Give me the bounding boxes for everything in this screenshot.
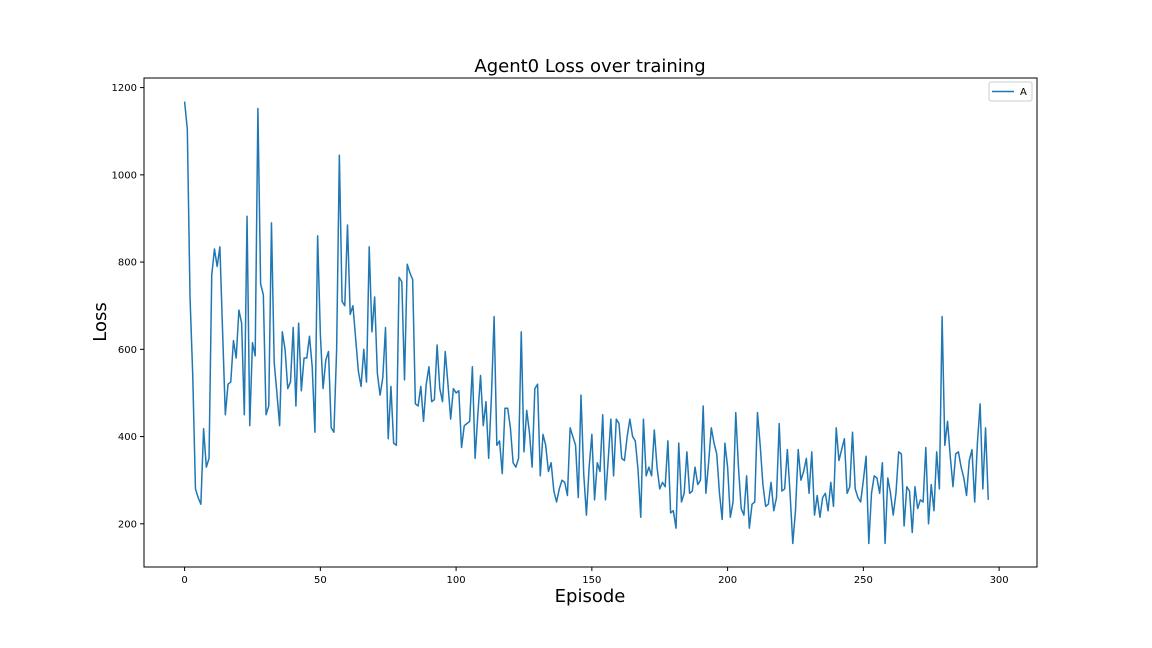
y-axis: 200 400 600 800 1000 1200 [112,83,144,530]
y-tick-label: 600 [118,345,137,356]
y-tick-label: 800 [118,258,137,269]
series-layer [183,101,990,545]
chart-title: Agent0 Loss over training [474,56,705,77]
x-axis: 0 50 100 150 200 250 300 [181,567,1009,586]
x-axis-label: Episode [555,586,626,607]
axes-frame [143,77,1038,568]
legend: A [988,81,1033,102]
y-tick-label: 1200 [112,83,137,94]
y-axis-label: Loss [90,302,111,341]
x-tick-label: 50 [314,575,327,586]
x-tick-label: 150 [582,575,601,586]
series-line-a [183,101,990,545]
legend-label-a: A [1020,87,1027,98]
x-tick-label: 250 [854,575,873,586]
x-tick-label: 100 [447,575,466,586]
y-tick-label: 200 [118,519,137,530]
x-tick-label: 0 [181,575,187,586]
x-tick-label: 300 [990,575,1009,586]
y-tick-label: 400 [118,432,137,443]
x-tick-label: 200 [718,575,737,586]
y-tick-label: 1000 [112,170,137,181]
